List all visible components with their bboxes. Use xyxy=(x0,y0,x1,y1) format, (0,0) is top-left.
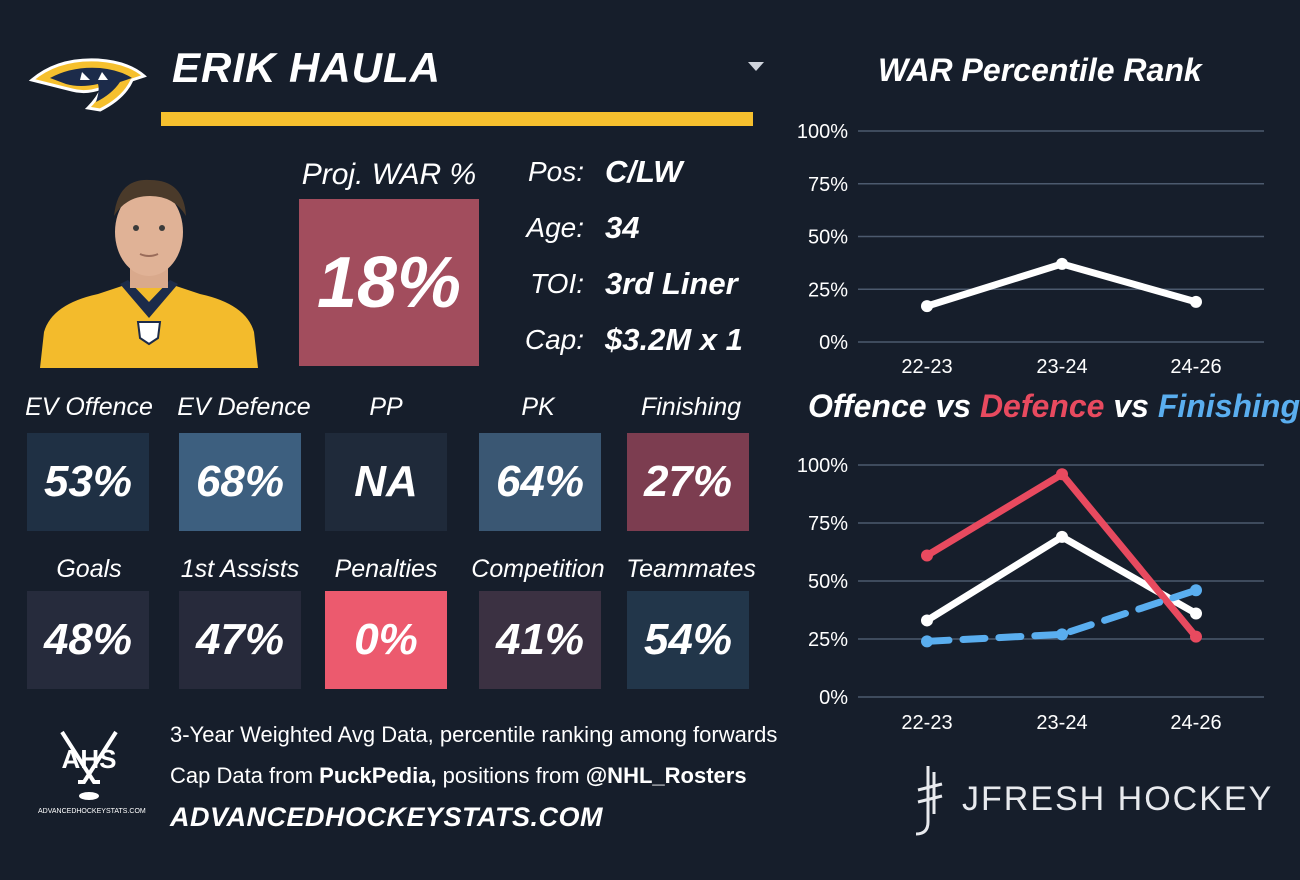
footer-data-note: 3-Year Weighted Avg Data, percentile ran… xyxy=(170,722,778,747)
info-value-toi: 3rd Liner xyxy=(605,266,738,301)
title-part-vs: vs xyxy=(1104,388,1158,424)
y-tick-label: 25% xyxy=(808,629,848,651)
tile-competition: 41% xyxy=(479,591,601,689)
data-point xyxy=(1056,468,1068,481)
ahs-logo: AHS ADVANCEDHOCKEYSTATS.COM xyxy=(38,726,146,822)
series-line-finishing xyxy=(923,586,1200,645)
ahs-logo-text: AHS xyxy=(61,744,117,774)
tile-label-ev-defence: EV Defence xyxy=(177,393,311,421)
nhl-rosters-link[interactable]: @NHL_Rosters xyxy=(585,763,747,788)
footer-positions-text: positions from xyxy=(436,763,586,788)
tile-label-ev-offence: EV Offence xyxy=(25,393,153,421)
tile-value: 54% xyxy=(643,615,733,664)
data-point xyxy=(1190,584,1202,597)
jfresh-brand: JFRESH HOCKEY xyxy=(962,780,1274,818)
info-label-age: Age: xyxy=(526,212,584,243)
jfresh-logo-icon xyxy=(915,766,943,836)
x-tick-label: 23-24 xyxy=(1036,712,1087,734)
info-value-age: 34 xyxy=(605,210,640,245)
info-label-cap: Cap: xyxy=(524,324,584,355)
y-tick-label: 100% xyxy=(797,121,848,143)
data-point xyxy=(1056,530,1068,543)
y-tick-label: 0% xyxy=(819,687,848,709)
tile-value: 41% xyxy=(495,615,585,664)
tile-value: NA xyxy=(354,457,418,506)
tile-label-teammates: Teammates xyxy=(626,555,756,583)
chart1-title: WAR Percentile Rank xyxy=(878,52,1202,88)
title-part-defence: Defence xyxy=(979,388,1105,424)
title-part-offence: Offence xyxy=(808,388,927,424)
info-value-cap: $3.2M x 1 xyxy=(605,322,743,357)
y-tick-label: 75% xyxy=(808,174,848,196)
data-point xyxy=(1190,630,1202,643)
y-tick-label: 25% xyxy=(808,279,848,301)
info-label-pos: Pos: xyxy=(527,156,584,187)
series-line-defence xyxy=(923,470,1200,641)
tile-ev-defence: 68% xyxy=(179,433,301,531)
tile-ev-offence: 53% xyxy=(27,433,149,531)
data-point xyxy=(1056,257,1068,270)
name-underline xyxy=(161,112,753,126)
website-link[interactable]: ADVANCEDHOCKEYSTATS.COM xyxy=(170,802,604,832)
data-point xyxy=(921,549,933,562)
tile-penalties: 0% xyxy=(325,591,447,689)
predators-logo xyxy=(28,58,147,112)
title-part-vs: vs xyxy=(926,388,980,424)
footer-cap-prefix: Cap Data from xyxy=(170,763,320,788)
y-tick-label: 50% xyxy=(808,227,848,249)
tile-label-penalties: Penalties xyxy=(334,555,438,583)
tile-pk: 64% xyxy=(479,433,601,531)
info-value-pos: C/LW xyxy=(605,154,683,189)
series-line-offence xyxy=(923,533,1200,624)
y-tick-label: 75% xyxy=(808,513,848,535)
war-label: Proj. WAR % xyxy=(301,158,477,191)
x-tick-label: 24-26 xyxy=(1170,356,1221,378)
tile-label-finishing: Finishing xyxy=(640,393,742,421)
tile-goals: 48% xyxy=(27,591,149,689)
hockey-sticks-icon xyxy=(60,730,118,800)
tile-label-pk: PK xyxy=(521,393,555,421)
data-point xyxy=(1056,628,1068,641)
war-value: 18% xyxy=(316,242,462,323)
player-name: ERIK HAULA xyxy=(172,44,441,91)
tile-value: 27% xyxy=(643,457,733,506)
war-value-box: 18% xyxy=(299,199,479,366)
footer-sources: Cap Data from PuckPedia, positions from … xyxy=(170,763,747,789)
y-tick-label: 50% xyxy=(808,571,848,593)
x-tick-label: 22-23 xyxy=(901,712,952,734)
tile-label-competition: Competition xyxy=(471,555,605,583)
tile-value: 47% xyxy=(195,615,285,664)
tile-teammates: 54% xyxy=(627,591,749,689)
tile-finishing: 27% xyxy=(627,433,749,531)
info-label-toi: TOI: xyxy=(530,268,584,299)
player-headshot xyxy=(40,179,258,368)
data-point xyxy=(1190,607,1202,620)
x-tick-label: 24-26 xyxy=(1170,712,1221,734)
tile-first-assists: 47% xyxy=(179,591,301,689)
title-part-finishing: Finishing xyxy=(1157,388,1300,424)
chart2-title: Offence vs Defence vs Finishing xyxy=(808,388,1300,425)
tile-label-first-assists: 1st Assists xyxy=(180,555,300,583)
tile-value: 68% xyxy=(195,457,285,506)
data-point xyxy=(921,635,933,648)
y-tick-label: 100% xyxy=(797,455,848,477)
data-point xyxy=(1190,295,1202,308)
chevron-down-icon[interactable] xyxy=(748,62,764,71)
ahs-logo-subtext: ADVANCEDHOCKEYSTATS.COM xyxy=(38,808,146,815)
x-tick-label: 22-23 xyxy=(901,356,952,378)
data-point xyxy=(921,300,933,313)
tile-label-pp: PP xyxy=(369,393,403,421)
y-tick-label: 0% xyxy=(819,332,848,354)
puckpedia-link[interactable]: PuckPedia, xyxy=(319,763,437,788)
data-point xyxy=(921,614,933,627)
tile-pp: NA xyxy=(325,433,447,531)
x-tick-label: 23-24 xyxy=(1036,356,1087,378)
tile-value: 48% xyxy=(43,615,133,664)
tile-label-goals: Goals xyxy=(56,555,122,583)
tile-value: 0% xyxy=(354,615,418,664)
tile-value: 53% xyxy=(43,457,133,506)
tile-value: 64% xyxy=(495,457,585,506)
